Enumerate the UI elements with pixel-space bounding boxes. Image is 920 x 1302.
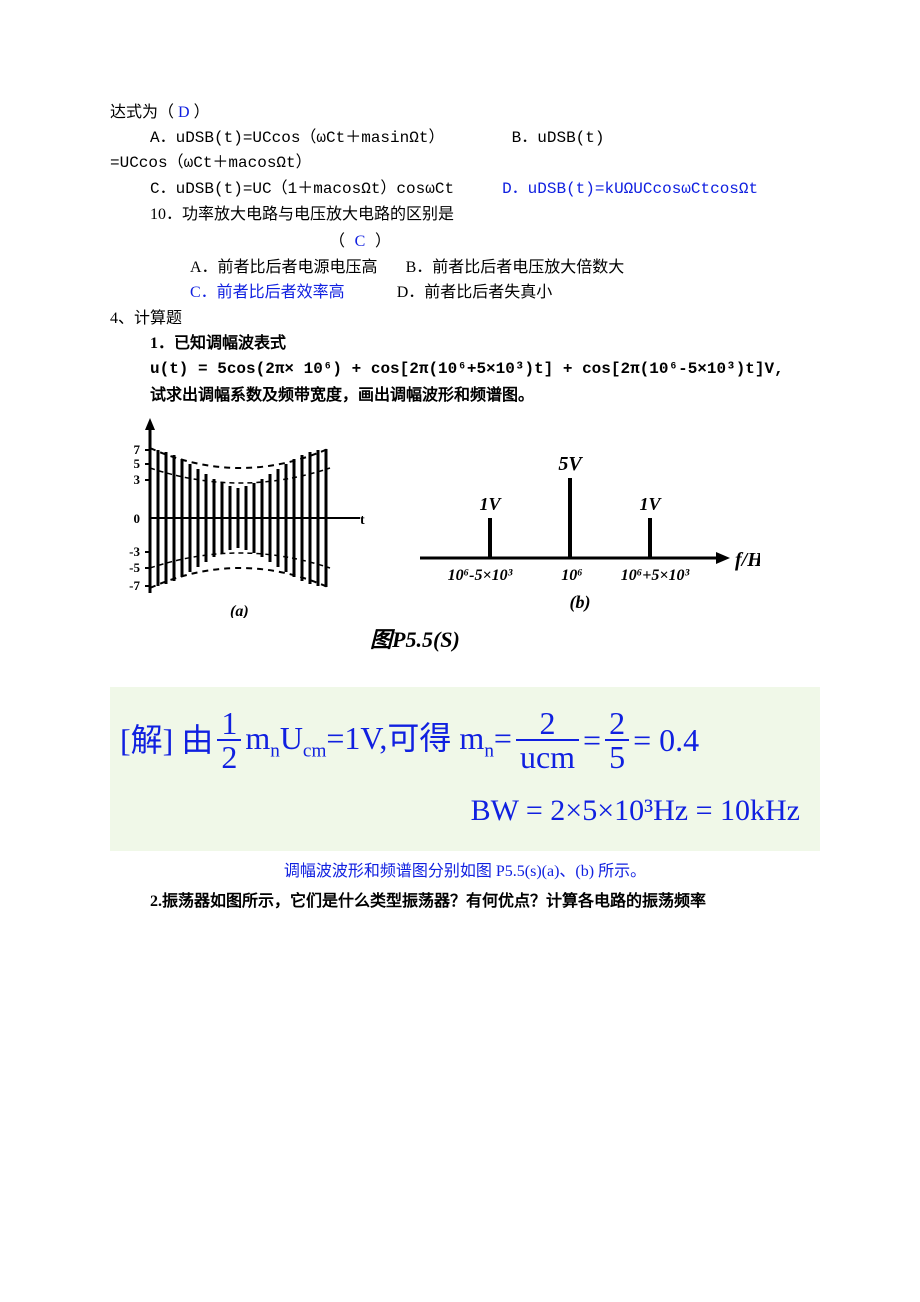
- solution-line1: [解] 由 1 2 mnUcm=1V,可得 mn= 2 ucm = 2 5 = …: [120, 707, 810, 773]
- section4-heading: 4、计算题: [110, 306, 820, 332]
- opt-b-prefix: B．uDSB(t): [512, 129, 605, 147]
- frac-2-5: 2 5: [605, 707, 629, 773]
- q10-answer-line: （ C ）: [150, 228, 570, 255]
- q9-options-row2: C．uDSB(t)=UC（1＋macosΩt）cosωCt D．uDSB(t)=…: [110, 177, 820, 203]
- answer-d: D: [178, 104, 190, 121]
- opt-d: D．uDSB(t)=kUΩUCcosωCtcosΩt: [502, 180, 758, 198]
- frac-2ucm: 2 ucm: [516, 707, 579, 773]
- den: ucm: [516, 739, 579, 773]
- q10-a: A．前者比后者电源电压高: [190, 259, 378, 276]
- q9-continuation: 达式为（ D ）: [110, 100, 820, 126]
- svg-text:1V: 1V: [639, 494, 662, 514]
- svg-text:5: 5: [134, 456, 141, 471]
- svg-text:(a): (a): [230, 603, 249, 618]
- svg-text:0: 0: [134, 511, 141, 526]
- num: 1: [217, 707, 241, 739]
- q10-d: D．前者比后者失真小: [397, 284, 553, 301]
- svg-text:t: t: [360, 513, 365, 528]
- q9-opt-b-cont: =UCcos（ωCt＋macosΩt）: [110, 151, 820, 177]
- q10-b: B．前者比后者电压放大倍数大: [406, 259, 625, 276]
- num: 2: [605, 707, 629, 739]
- solution-bw: BW = 2×5×10³Hz = 10kHz: [120, 787, 810, 835]
- q10-opts-row2: C．前者比后者效率高 D．前者比后者失真小: [110, 280, 820, 306]
- paren-r: ）: [365, 231, 391, 250]
- den: 5: [605, 739, 629, 773]
- sol-part1: mnUcm=1V,可得 mn=: [245, 713, 512, 767]
- eq: =: [583, 715, 601, 766]
- fig-caption-row: 图P5.5(S): [110, 622, 820, 657]
- svg-text:1V: 1V: [479, 494, 502, 514]
- num: 2: [536, 707, 560, 739]
- q1-task: 试求出调幅系数及频带宽度，画出调幅波形和频谱图。: [110, 383, 820, 409]
- opt-c: C．uDSB(t)=UC（1＋macosΩt）cosωCt: [150, 180, 454, 198]
- svg-text:10⁶-5×10³: 10⁶-5×10³: [448, 567, 513, 584]
- note-line: 调幅波波形和频谱图分别如图 P5.5(s)(a)、(b) 所示。: [110, 859, 820, 885]
- page-content: 达式为（ D ） A．uDSB(t)=UCcos（ωCt＋masinΩt） B．…: [0, 0, 920, 975]
- svg-text:f/Hz: f/Hz: [735, 549, 760, 571]
- svg-text:3: 3: [134, 472, 141, 487]
- q10-c: C．前者比后者效率高: [190, 284, 345, 301]
- den: 2: [217, 739, 241, 773]
- svg-text:-5: -5: [129, 560, 140, 575]
- trail-paren: ）: [190, 104, 210, 121]
- svg-text:10⁶: 10⁶: [561, 567, 583, 584]
- q10-opts-row1: A．前者比后者电源电压高 B．前者比后者电压放大倍数大: [110, 255, 820, 281]
- svg-text:(b): (b): [570, 592, 591, 613]
- sol-tail: = 0.4: [633, 715, 699, 766]
- figure-a: 7 5 3 0 -3 -5 -7 t (a): [110, 418, 370, 618]
- q10-stem: 10．功率放大电路与电压放大电路的区别是: [110, 202, 820, 228]
- fig-caption: 图P5.5(S): [370, 622, 460, 657]
- lead-text: 达式为（: [110, 104, 178, 121]
- q1-head: 1．已知调幅波表式: [110, 331, 820, 357]
- svg-text:7: 7: [134, 442, 141, 457]
- paren-l: （: [329, 231, 355, 250]
- svg-text:-3: -3: [129, 544, 140, 559]
- svg-text:10⁶+5×10³: 10⁶+5×10³: [621, 567, 690, 584]
- opt-a: A．uDSB(t)=UCcos（ωCt＋masinΩt）: [150, 129, 444, 147]
- q2-stem: 2.振荡器如图所示，它们是什么类型振荡器？有何优点？计算各电路的振荡频率: [110, 889, 820, 915]
- q1-expr: u(t) = 5cos(2π× 10⁶) + cos[2π(10⁶+5×10³)…: [110, 357, 820, 383]
- svg-text:-7: -7: [129, 578, 140, 593]
- q9-options-row1: A．uDSB(t)=UCcos（ωCt＋masinΩt） B．uDSB(t): [110, 126, 820, 152]
- sol-prefix: [解] 由: [120, 715, 213, 766]
- solution-box: [解] 由 1 2 mnUcm=1V,可得 mn= 2 ucm = 2 5 = …: [110, 687, 820, 851]
- figure-b: 5V 1V 1V 10⁶-5×10³ 10⁶ 10⁶+5×10³ f/Hz (b…: [400, 448, 760, 618]
- svg-text:5V: 5V: [558, 453, 583, 475]
- q10-answer: C: [355, 233, 366, 250]
- figures-row: 7 5 3 0 -3 -5 -7 t (a): [110, 418, 820, 618]
- frac-half: 1 2: [217, 707, 241, 773]
